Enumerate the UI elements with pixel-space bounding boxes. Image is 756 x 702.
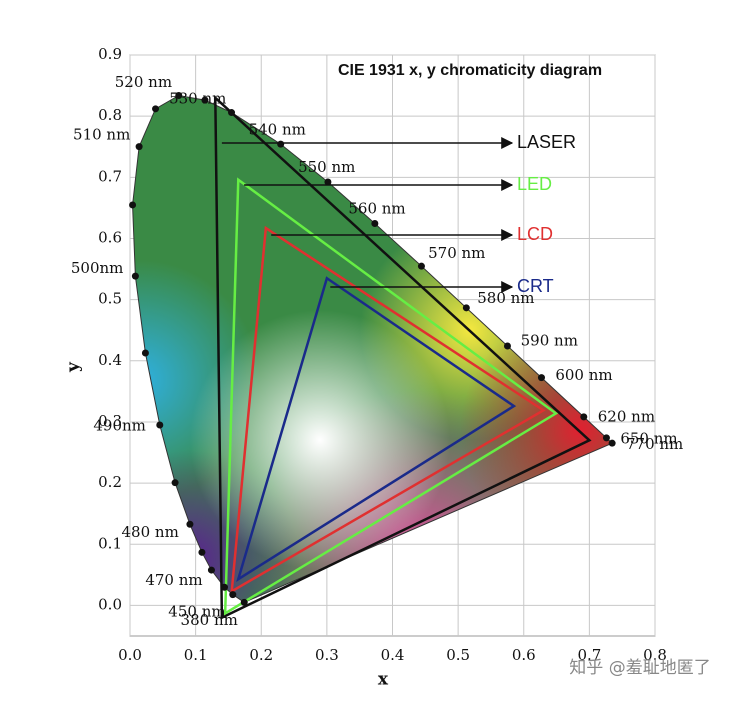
watermark: 知乎 @羞耻地匿了 xyxy=(569,658,710,678)
wavelength-label: 570 nm xyxy=(428,244,485,262)
locus-point xyxy=(131,272,139,280)
x-axis-label: x xyxy=(378,670,389,690)
wavelength-label: 480 nm xyxy=(122,523,179,541)
locus-point xyxy=(229,591,237,599)
wavelength-label: 470 nm xyxy=(145,571,202,589)
y-tick-label: 0.0 xyxy=(98,595,122,613)
locus-point xyxy=(503,342,511,350)
wavelength-label: 450 nm xyxy=(168,603,225,621)
locus-point xyxy=(156,421,164,429)
locus-point xyxy=(580,413,588,421)
wavelength-label: 530 nm xyxy=(169,90,226,108)
locus-point xyxy=(537,374,545,382)
y-tick-label: 0.6 xyxy=(98,228,122,246)
locus-point xyxy=(417,262,425,270)
x-tick-label: 0.7 xyxy=(577,646,601,664)
wavelength-label: 650 nm xyxy=(620,430,677,448)
wavelength-label: 490nm xyxy=(93,417,146,435)
locus-point xyxy=(186,520,194,528)
locus-point xyxy=(207,566,215,574)
x-tick-label: 0.4 xyxy=(381,646,405,664)
x-tick-label: 0.1 xyxy=(184,646,208,664)
y-tick-label: 0.4 xyxy=(98,351,122,369)
wavelength-label: 560 nm xyxy=(348,200,405,218)
gamut-triangle xyxy=(214,94,592,620)
wavelength-label: 550 nm xyxy=(298,158,355,176)
x-tick-label: 0.6 xyxy=(512,646,536,664)
wavelength-label: 380 nm xyxy=(181,611,238,629)
locus-point xyxy=(371,219,379,227)
x-tick-label: 0.0 xyxy=(118,646,142,664)
legend-label: LASER xyxy=(517,132,576,152)
locus-point xyxy=(602,434,610,442)
locus-point xyxy=(135,143,143,151)
y-axis-label: y xyxy=(64,361,84,373)
locus-point xyxy=(198,548,206,556)
legend-label: LCD xyxy=(517,224,553,244)
x-tick-label: 0.5 xyxy=(446,646,470,664)
locus-point xyxy=(228,109,236,117)
locus-point xyxy=(221,583,228,591)
x-tick-label: 0.3 xyxy=(315,646,339,664)
chart-title: CIE 1931 x, y chromaticity diagram xyxy=(337,62,603,79)
gamut-triangle xyxy=(223,177,559,616)
locus-point xyxy=(129,201,137,209)
locus-point xyxy=(201,96,209,104)
y-tick-label: 0.7 xyxy=(98,167,122,185)
gamut-triangle xyxy=(230,225,546,594)
wavelength-label: 590 nm xyxy=(521,331,578,349)
wavelength-label: 510 nm xyxy=(73,126,130,144)
locus-point xyxy=(141,349,149,357)
title-box: CIE 1931 x, y chromaticity diagram xyxy=(337,62,603,79)
wavelength-label: 620 nm xyxy=(598,408,655,426)
wavelength-label: 600 nm xyxy=(555,366,612,384)
locus-point xyxy=(171,479,179,487)
gamut-triangle xyxy=(236,276,517,582)
locus-point xyxy=(277,140,285,148)
wavelength-label: 580 nm xyxy=(477,289,534,307)
y-tick-label: 0.9 xyxy=(98,45,122,63)
wavelength-label: 520 nm xyxy=(115,73,172,91)
locus-point xyxy=(324,178,332,186)
wavelength-label: 540 nm xyxy=(249,121,306,139)
y-tick-label: 0.8 xyxy=(98,106,122,124)
wavelength-label: 500nm xyxy=(71,259,124,277)
y-tick-label: 0.1 xyxy=(98,534,122,552)
y-tick-label: 0.5 xyxy=(98,290,122,308)
wavelength-label: 770 nm xyxy=(626,435,683,453)
y-tick-label: 0.2 xyxy=(98,473,122,491)
x-tick-label: 0.2 xyxy=(249,646,273,664)
legend-label: CRT xyxy=(517,276,554,296)
x-tick-label: 0.8 xyxy=(643,646,667,664)
locus-point xyxy=(462,304,470,312)
locus-point xyxy=(608,439,616,447)
legend-label: LED xyxy=(517,174,552,194)
locus-point xyxy=(240,598,248,606)
y-tick-label: 0.3 xyxy=(98,412,122,430)
locus-point xyxy=(175,91,183,99)
locus-point xyxy=(152,105,160,113)
